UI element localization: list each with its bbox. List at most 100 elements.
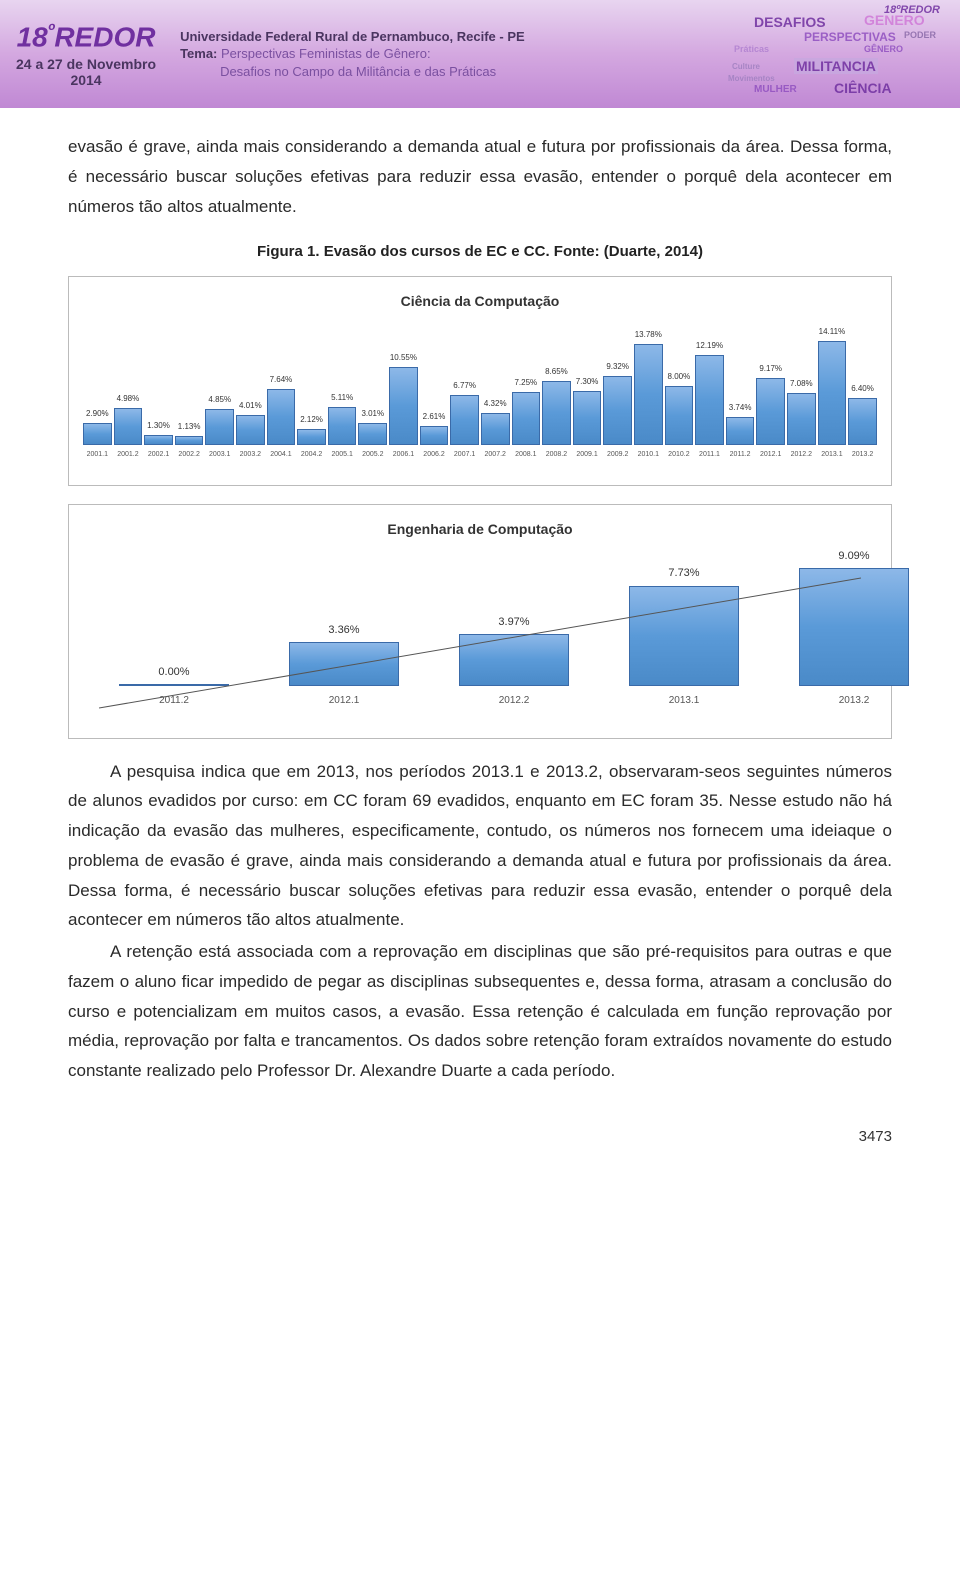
bar-label: 2009.1 — [576, 449, 597, 461]
bar-value: 1.30% — [147, 419, 170, 433]
bar: 14.11%2013.1 — [818, 325, 847, 461]
paragraph-2: A pesquisa indica que em 2013, nos perío… — [68, 757, 892, 936]
bar-value: 9.09% — [838, 547, 869, 566]
bar-rect — [481, 413, 510, 445]
bar-label: 2010.2 — [668, 449, 689, 461]
bar-value: 7.64% — [270, 373, 293, 387]
bar-rect — [542, 381, 571, 444]
paragraph-3: A retenção está associada com a reprovaç… — [68, 937, 892, 1086]
bar-rect — [389, 367, 418, 444]
bar-rect — [328, 407, 357, 444]
bar-rect — [848, 398, 877, 445]
bar-value: 2.90% — [86, 407, 109, 421]
bar-label: 2001.1 — [87, 449, 108, 461]
chart-cc: Ciência da Computação 2.90% 2001.1 4.98%20… — [68, 276, 892, 487]
bar-rect — [787, 393, 816, 445]
bar: 7.73%2013.1 — [629, 564, 739, 709]
bar-label: 2011.2 — [159, 692, 189, 710]
bar-value: 9.32% — [606, 360, 629, 374]
bar: 3.74%2011.2 — [726, 401, 755, 461]
bar-value: 3.36% — [328, 621, 359, 640]
bar-value: 1.13% — [178, 420, 201, 434]
paragraph-1: evasão é grave, ainda mais considerando … — [68, 132, 892, 221]
bar-rect — [420, 426, 449, 445]
document-body: evasão é grave, ainda mais considerando … — [0, 108, 960, 1116]
bar-label: 2010.1 — [638, 449, 659, 461]
bar-label: 2011.1 — [699, 449, 720, 461]
bar: 3.97%2012.2 — [459, 613, 569, 709]
bar: 7.64% 2004.1 — [267, 373, 296, 461]
cloud-word: GÊNERO — [864, 44, 903, 54]
bar-label: 2013.1 — [821, 449, 842, 461]
cloud-word: MULHER — [754, 84, 797, 95]
bar-rect — [175, 436, 204, 444]
bar-rect — [629, 586, 739, 686]
bar-label: 2008.1 — [515, 449, 536, 461]
bar: 13.78%2010.1 — [634, 328, 663, 461]
bar-label: 2012.1 — [329, 692, 360, 710]
bar-rect — [603, 376, 632, 444]
bar-rect — [634, 344, 663, 445]
bar-label: 2013.2 — [839, 692, 870, 710]
bar-rect — [236, 415, 265, 444]
bar-rect — [450, 395, 479, 445]
bar-label: 2005.2 — [362, 449, 383, 461]
cloud-word: GENERO — [864, 12, 925, 28]
bar-label: 2012.1 — [760, 449, 781, 461]
bar-value: 7.25% — [514, 376, 537, 390]
logo-18: 18 — [17, 22, 48, 53]
banner-dates: 24 a 27 de Novembro 2014 — [16, 56, 156, 88]
bar: 9.09% 2013.2 — [799, 547, 909, 710]
tema-label: Tema: — [180, 46, 217, 61]
bar: 7.08%2012.2 — [787, 377, 816, 461]
bar-label: 2002.2 — [178, 449, 199, 461]
bar: 4.01%2003.2 — [236, 399, 265, 461]
bar: 9.32% 2009.2 — [603, 360, 632, 461]
bar: 10.55%2006.1 — [389, 351, 418, 461]
chart-ec-bars: 0.00%2011.23.36%2012.13.97%2012.27.73%20… — [79, 560, 881, 710]
bar-value: 7.30% — [576, 375, 599, 389]
bar-label: 2003.1 — [209, 449, 230, 461]
bar-label: 2012.2 — [791, 449, 812, 461]
bar-label: 2008.2 — [546, 449, 567, 461]
banner-tema-line2: Desafios no Campo da Militância e das Pr… — [220, 63, 525, 81]
bar: 9.17% 2012.1 — [756, 362, 785, 461]
bar-value: 9.17% — [759, 362, 782, 376]
bar-rect — [267, 389, 296, 445]
bar-label: 2003.2 — [240, 449, 261, 461]
bar-value: 7.73% — [668, 564, 699, 583]
banner-logo-block: 18ºREDOR 24 a 27 de Novembro 2014 — [16, 20, 156, 87]
bar-rect — [512, 392, 541, 445]
bar-rect — [818, 341, 847, 444]
bar-value: 3.97% — [498, 613, 529, 632]
bar-value: 8.65% — [545, 365, 568, 379]
bar-rect — [573, 391, 602, 445]
header-banner: 18ºREDOR 24 a 27 de Novembro 2014 Univer… — [0, 0, 960, 108]
bar-label: 2007.1 — [454, 449, 475, 461]
bar-value: 12.19% — [696, 339, 723, 353]
cloud-word: Movimentos — [728, 74, 775, 83]
cloud-word: PERSPECTIVAS — [804, 30, 896, 44]
bar: 4.32%2007.2 — [481, 397, 510, 461]
bar-rect — [665, 386, 694, 445]
bar-label: 2004.1 — [270, 449, 291, 461]
bar: 4.98%2001.2 — [114, 392, 143, 461]
bar-value: 10.55% — [390, 351, 417, 365]
bar-rect — [695, 355, 724, 444]
bar: 4.85% 2003.1 — [205, 393, 234, 461]
bar: 1.13% 2002.2 — [175, 420, 204, 461]
bar: 6.77% 2007.1 — [450, 379, 479, 461]
cloud-word: CIÊNCIA — [834, 80, 892, 96]
bar-rect — [358, 423, 387, 445]
bar: 8.65% 2008.2 — [542, 365, 571, 461]
bar-rect — [297, 429, 326, 445]
bar-value: 6.77% — [453, 379, 476, 393]
bar-value: 4.85% — [208, 393, 231, 407]
bar-rect — [799, 568, 909, 686]
cloud-word: Práticas — [734, 44, 769, 54]
chart-ec: Engenharia de Computação 0.00%2011.23.36… — [68, 504, 892, 739]
bar: 7.25% 2008.1 — [512, 376, 541, 461]
bar-label: 2009.2 — [607, 449, 628, 461]
bar-label: 2007.2 — [485, 449, 506, 461]
chart-cc-title: Ciência da Computação — [79, 289, 881, 314]
